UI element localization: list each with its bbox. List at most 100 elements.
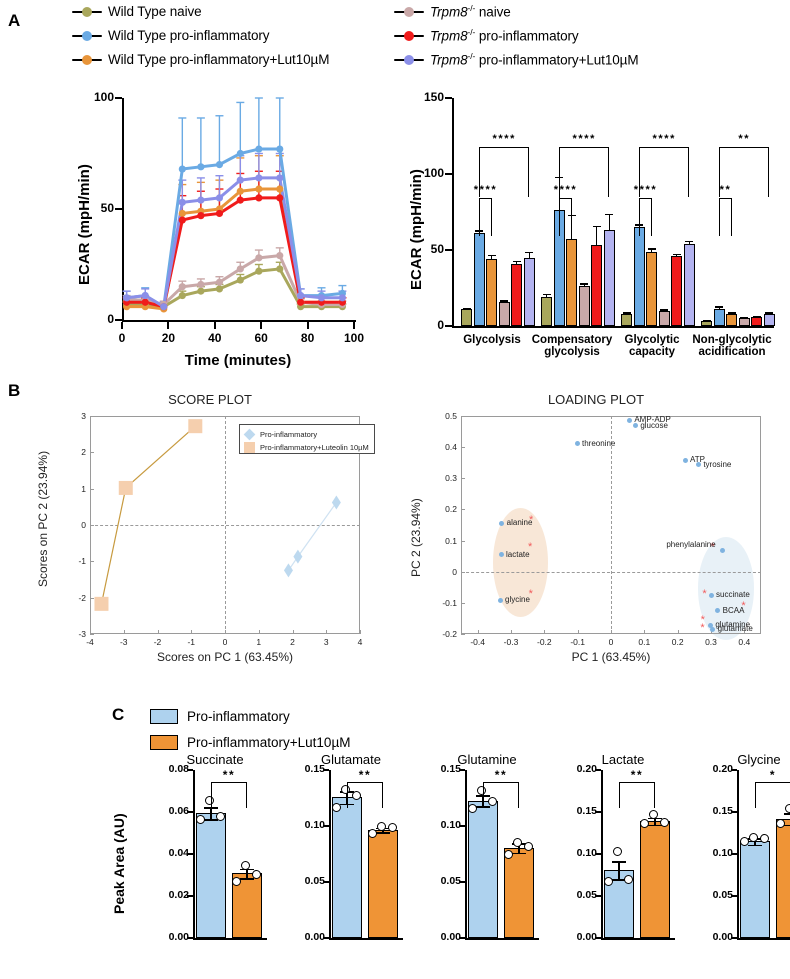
- error-cap: [204, 807, 218, 809]
- category-label: Non-glycolytic acidification: [692, 334, 772, 358]
- error-bar: [654, 817, 656, 825]
- x-axis: [737, 938, 790, 940]
- significance-bracket: [483, 781, 519, 808]
- data-point: [240, 861, 250, 871]
- bar: [763, 313, 775, 326]
- x-tick-label: 3: [323, 637, 329, 647]
- data-point: [204, 795, 214, 805]
- y-tick-label: 0.3: [445, 473, 457, 484]
- chart-title: Glutamine: [457, 752, 517, 767]
- data-point: [710, 626, 716, 632]
- data-point: [195, 815, 205, 825]
- error-cap: [240, 877, 254, 880]
- y-tick-label: 0.00: [304, 931, 325, 943]
- bar: [578, 286, 590, 326]
- bar: [633, 227, 645, 326]
- x-tick-label: 0: [222, 637, 228, 647]
- significance-star: *: [700, 622, 705, 635]
- legend-marker-icon: [394, 29, 424, 43]
- error-cap: [715, 306, 724, 308]
- x-tick: [644, 630, 646, 634]
- y-tick-label: 0.15: [576, 805, 597, 817]
- y-tick: [187, 853, 193, 855]
- y-axis-label: ECAR (mpH/min): [408, 169, 425, 290]
- y-tick: [461, 540, 465, 542]
- error-cap: [685, 240, 694, 243]
- y-tick: [323, 937, 329, 939]
- data-point: [632, 423, 638, 429]
- y-axis: [329, 770, 331, 939]
- bar: [603, 230, 615, 326]
- x-axis-label: Time (minutes): [184, 352, 292, 369]
- bar: [468, 800, 498, 938]
- y-tick-label: -3: [78, 629, 86, 639]
- y-tick-label: 0.10: [576, 847, 597, 859]
- y-axis-label: ECAR (mpH/min): [76, 164, 93, 285]
- bar: [523, 257, 535, 326]
- y-tick: [323, 769, 329, 771]
- score-plot-legend: Pro-inflammatory Pro-inflammatory+Luteoli…: [239, 424, 375, 454]
- point-label: phenylalanine: [666, 539, 716, 549]
- significance-star: *: [702, 588, 707, 601]
- error-cap: [740, 317, 749, 319]
- error-cap: [500, 300, 509, 302]
- error-cap: [648, 824, 662, 827]
- significance-label: *: [769, 767, 777, 782]
- data-point: [331, 803, 341, 813]
- data-point: [719, 548, 725, 554]
- legend-item-trpm8-naive: Trpm8-/- naive: [394, 2, 784, 21]
- data-point: [351, 790, 361, 800]
- error-cap: [752, 315, 761, 318]
- significance-star: *: [700, 613, 705, 626]
- data-point: [748, 833, 758, 843]
- data-point: [367, 828, 377, 838]
- significance-bracket: [479, 146, 530, 197]
- y-tick-label: 0.05: [576, 889, 597, 901]
- y-axis: [122, 98, 124, 321]
- x-tick: [544, 630, 546, 634]
- y-tick: [461, 571, 465, 573]
- significance-star: *: [710, 541, 715, 554]
- y-tick-label: 0.10: [304, 819, 325, 831]
- error-bar: [618, 861, 620, 880]
- legend-label: Pro-inflammatory+Lut10µM: [187, 734, 351, 750]
- point-label: glutamine: [715, 620, 751, 630]
- legend-label: Wild Type naive: [108, 4, 202, 19]
- x-tick-label: -3: [119, 637, 128, 647]
- x-tick: [123, 630, 125, 634]
- legend-swatch: [150, 734, 178, 750]
- y-tick-label: 100: [423, 166, 444, 180]
- legend-label: Pro-inflammatory: [260, 429, 318, 439]
- y-tick-label: 0.10: [712, 847, 733, 859]
- error-cap: [727, 312, 736, 314]
- bar: [751, 316, 763, 326]
- legend-item-trpm8-proinf-lut: Trpm8-/- pro-inflammatory+Lut10µM: [394, 50, 784, 69]
- x-tick: [90, 630, 91, 634]
- x-tick: [157, 630, 159, 634]
- error-bar: [528, 251, 530, 258]
- point-label: glutamate: [717, 624, 753, 634]
- data-point: [498, 552, 504, 558]
- y-tick: [445, 325, 452, 327]
- significance-label: ****: [572, 132, 597, 145]
- error-bar: [516, 260, 518, 264]
- y-axis: [465, 770, 467, 939]
- error-cap: [622, 312, 631, 314]
- significance-label: ****: [473, 184, 498, 197]
- y-axis-label: Peak Area (AU): [111, 813, 127, 914]
- legend-label: Trpm8-/- naive: [430, 3, 511, 20]
- error-bar: [688, 240, 690, 244]
- bar: [713, 309, 725, 326]
- x-tick-label: 4: [357, 637, 363, 647]
- plot-title: LOADING PLOT: [547, 392, 645, 407]
- x-tick-label: 0.2: [671, 637, 684, 647]
- bar: [473, 233, 485, 326]
- legend-label: Wild Type pro-inflammatory+Lut10µM: [108, 52, 330, 67]
- data-point: [784, 803, 790, 813]
- x-tick: [711, 630, 712, 634]
- x-tick-label: 100: [343, 331, 365, 345]
- y-tick: [459, 769, 465, 771]
- significance-bracket: [619, 781, 655, 808]
- y-tick-label: 0: [107, 312, 114, 326]
- error-cap: [765, 312, 774, 314]
